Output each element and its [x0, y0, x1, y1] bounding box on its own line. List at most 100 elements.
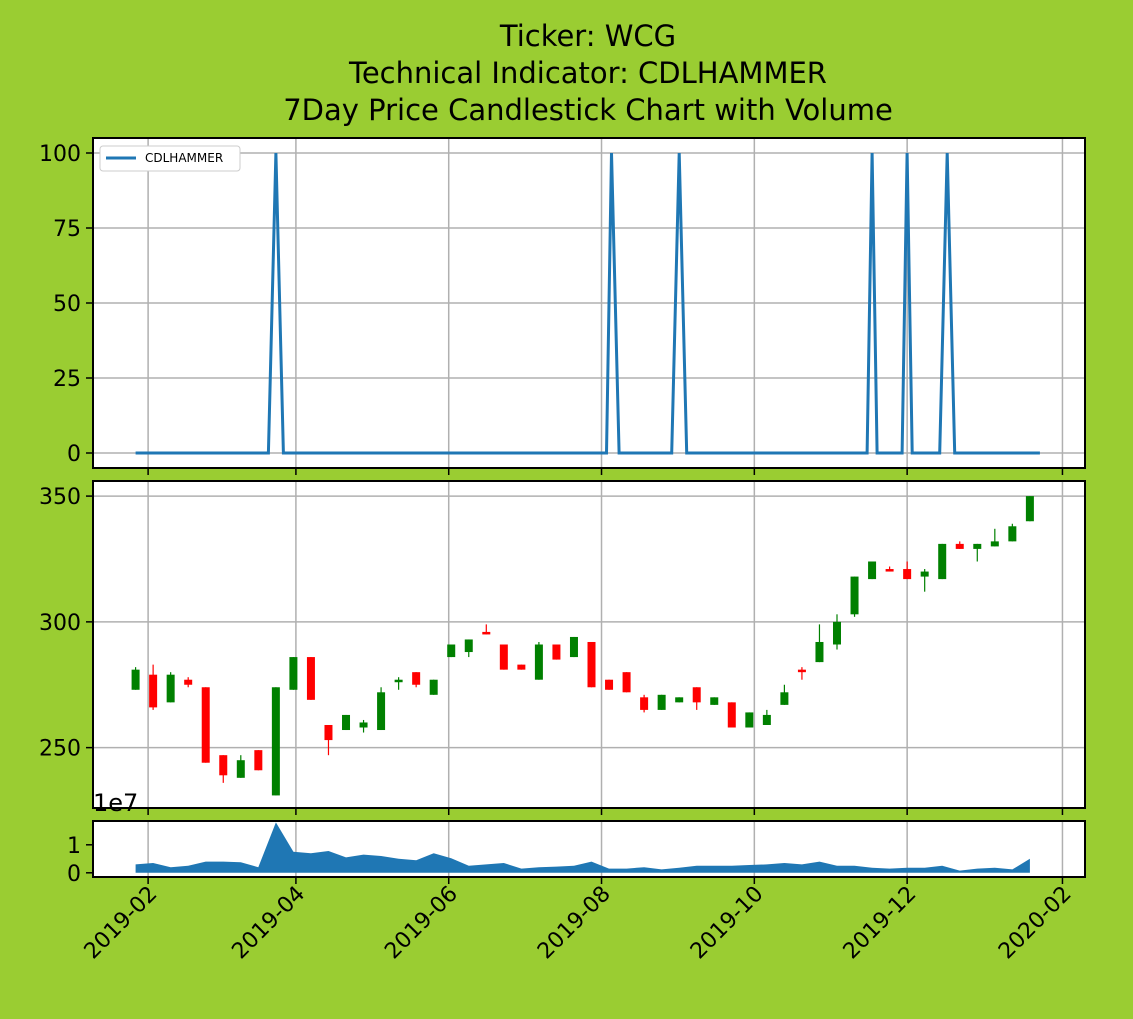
price-frame [92, 480, 1086, 809]
candle-body [342, 714, 351, 731]
candle-body [184, 679, 193, 685]
candle [587, 641, 596, 688]
candle [797, 667, 806, 680]
candle-body [797, 669, 806, 673]
candle [412, 672, 421, 688]
y-tick-label: 25 [53, 367, 81, 392]
candle-body [201, 687, 210, 763]
candle-body [236, 760, 245, 778]
legend: CDLHAMMER [99, 145, 241, 172]
candle-body [657, 694, 666, 710]
candle-body [990, 541, 999, 547]
price-panel: 250 300 350 [39, 480, 1086, 815]
candle-body [640, 697, 649, 710]
indicator-panel: 0 25 50 75 100 CDLHAMMER [39, 137, 1086, 475]
candle [1008, 523, 1017, 542]
candle-body [412, 672, 421, 685]
candle [920, 569, 929, 592]
y-tick-label: 1 [67, 834, 81, 859]
candle-body [850, 576, 859, 615]
candle [184, 677, 193, 688]
candle-body [1025, 496, 1034, 522]
candle [306, 657, 315, 700]
candle [640, 694, 649, 713]
candle [815, 624, 824, 663]
candle [394, 677, 403, 690]
candle [201, 687, 210, 763]
y-tick-label: 0 [67, 862, 81, 887]
y-tick-label: 75 [53, 217, 81, 242]
indicator-y-axis: 0 25 50 75 100 [39, 142, 93, 467]
candle [219, 755, 228, 783]
candle [692, 687, 701, 710]
volume-area [135, 822, 1030, 873]
candle [833, 614, 841, 650]
indicator-frame [92, 137, 1086, 469]
candle-body [219, 755, 228, 776]
candle [780, 684, 789, 705]
candle [622, 672, 631, 693]
candle-body [920, 571, 929, 577]
candle [289, 657, 298, 690]
candle-body [482, 631, 491, 635]
x-tick-label: 2019-06 [380, 882, 463, 965]
candle [534, 641, 543, 680]
candle [903, 561, 912, 580]
candle-body [131, 669, 140, 690]
candle-body [903, 569, 912, 580]
candle [166, 672, 175, 703]
candle [517, 664, 526, 670]
cdlhammer-series-line [135, 152, 1040, 455]
candle [955, 541, 964, 549]
x-tick-label: 2019-08 [533, 882, 616, 965]
candle-body [692, 687, 701, 703]
legend-label: CDLHAMMER [145, 151, 223, 165]
candle-body [359, 722, 368, 728]
candle-body [569, 636, 578, 658]
candle [605, 679, 614, 690]
candle [342, 714, 351, 731]
candle [429, 679, 438, 695]
candle [710, 697, 719, 705]
candle-body [710, 697, 719, 705]
candle-body [1008, 526, 1017, 542]
y-tick-label: 0 [67, 442, 81, 467]
candle [271, 687, 280, 796]
chart-title-line3: 7Day Price Candlestick Chart with Volume [283, 93, 893, 127]
candle [569, 636, 578, 658]
candle-body [780, 692, 789, 705]
candle-body [254, 750, 263, 771]
candle-body [377, 692, 386, 731]
legend-box [99, 145, 241, 172]
candle-body [166, 674, 175, 703]
volume-frame [92, 820, 1086, 878]
y-tick-label: 250 [39, 737, 81, 762]
candle-body [938, 543, 947, 580]
candle [727, 702, 736, 728]
candle-body [885, 569, 894, 572]
candle [552, 644, 561, 660]
candle-body [324, 724, 333, 741]
candle-body [745, 712, 754, 728]
candle [149, 664, 158, 710]
candle-body [534, 644, 543, 680]
candle-body [271, 687, 280, 796]
candle [236, 755, 245, 778]
candle [447, 644, 456, 658]
candle [131, 667, 140, 690]
candle-body [306, 657, 315, 700]
candle-body [973, 543, 982, 549]
candle [657, 694, 666, 710]
candle-body [429, 679, 438, 695]
candle-body [517, 664, 526, 670]
candle [324, 724, 333, 756]
candle-body [587, 641, 596, 688]
candle-body [605, 679, 614, 690]
candle-body [762, 714, 771, 725]
candle-body [815, 641, 824, 663]
candlesticks [131, 496, 1034, 796]
candle-body [447, 644, 456, 658]
x-axis: 2019-02 2019-04 2019-06 2019-08 2019-10 2019-… [80, 882, 1077, 965]
candle [850, 576, 859, 617]
